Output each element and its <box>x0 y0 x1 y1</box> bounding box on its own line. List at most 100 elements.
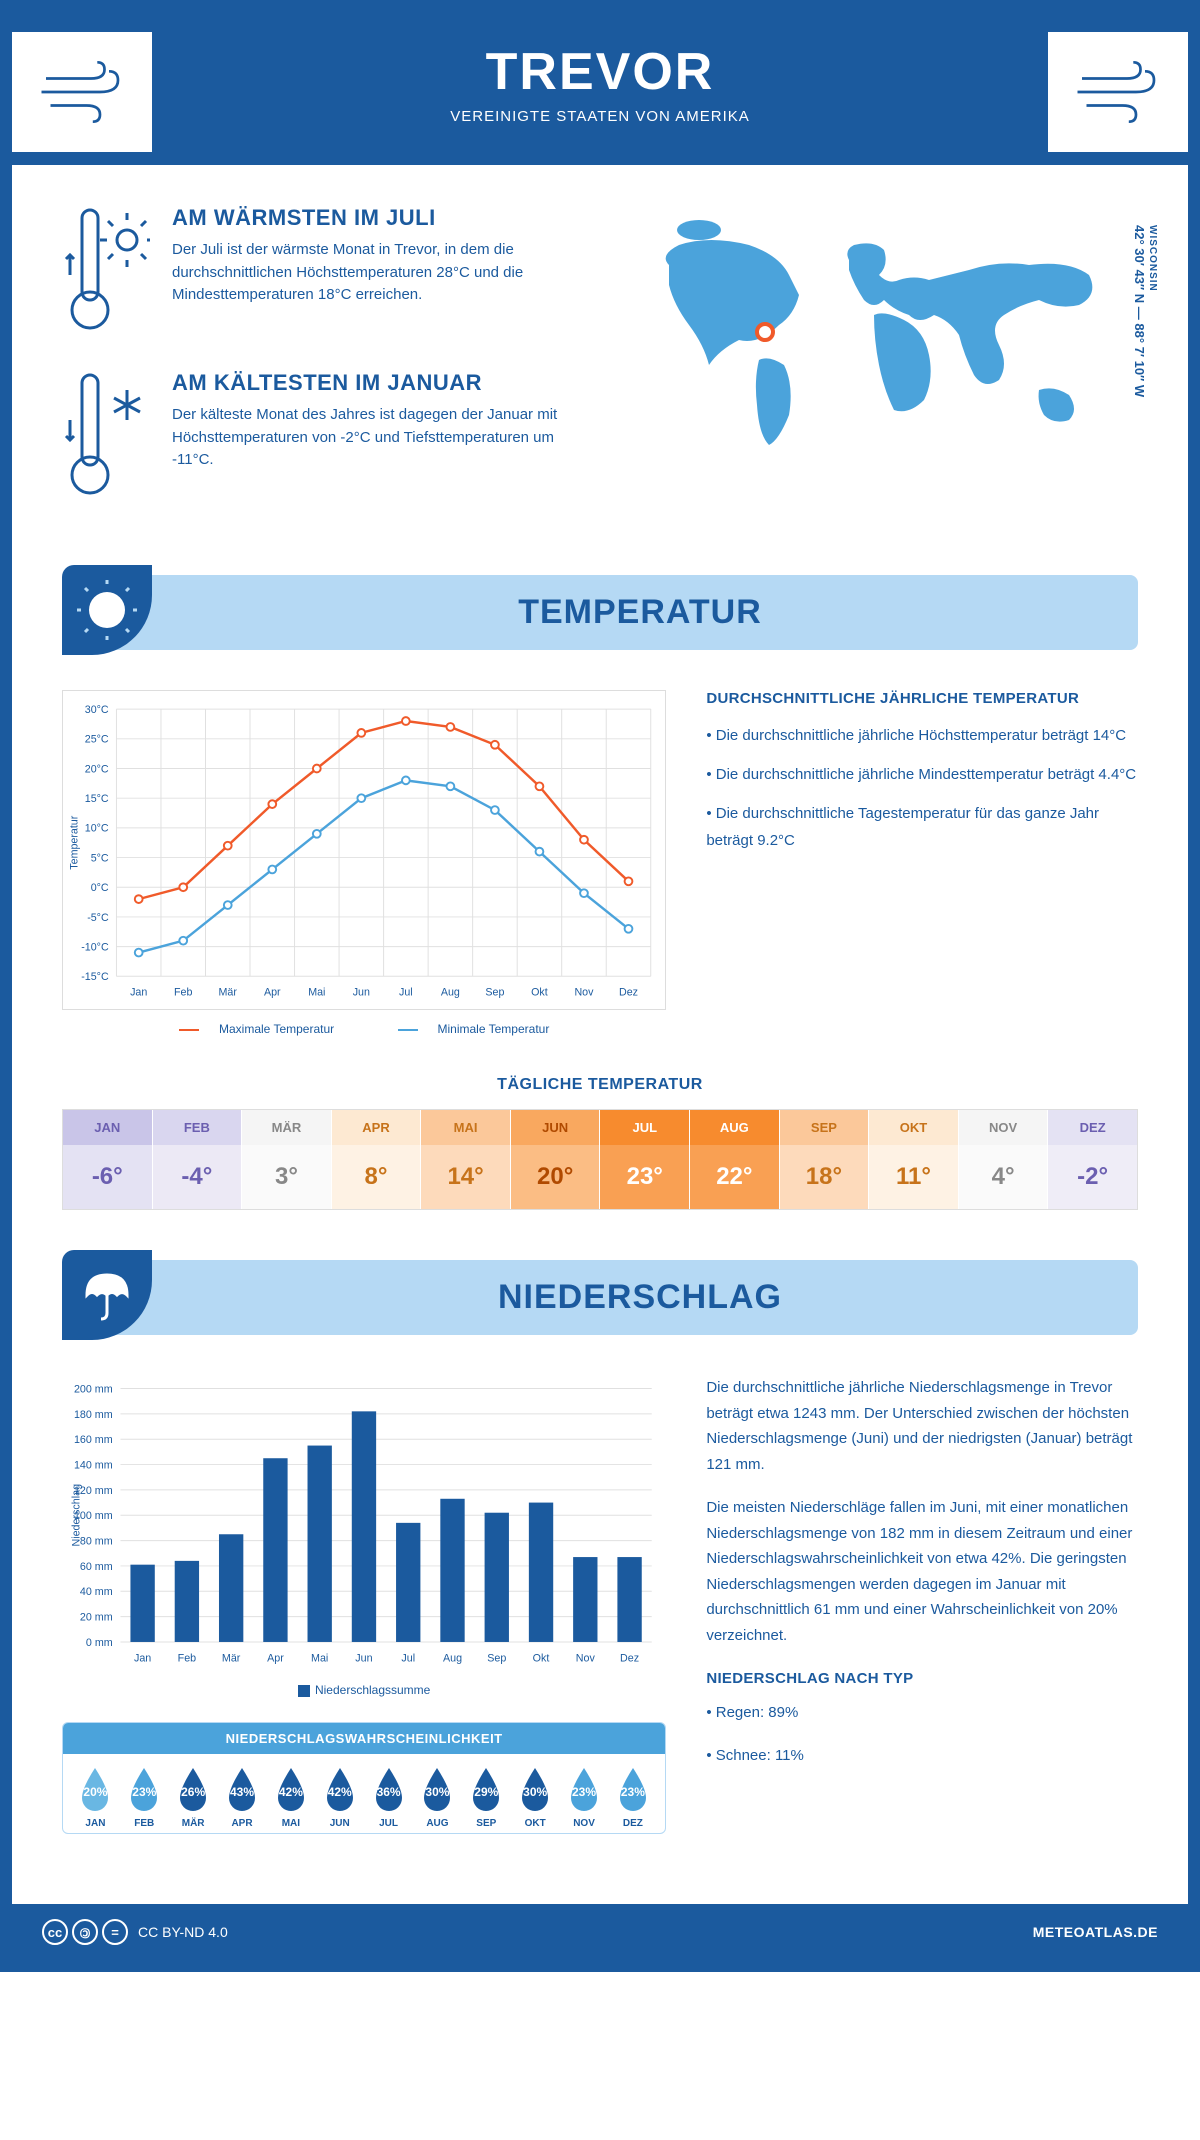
daily-cell: SEP18° <box>780 1110 870 1209</box>
precip-type-line: • Schnee: 11% <box>706 1743 1138 1769</box>
wind-icon <box>12 32 152 152</box>
raindrop-icon: 29% <box>467 1766 505 1814</box>
daily-cell: FEB-4° <box>153 1110 243 1209</box>
precip-heading: NIEDERSCHLAG <box>162 1278 1118 1317</box>
precip-legend: Niederschlagssumme <box>62 1683 666 1697</box>
raindrop-icon: 23% <box>565 1766 603 1814</box>
temp-legend: Maximale Temperatur Minimale Temperatur <box>62 1022 666 1036</box>
precip-para: Die durchschnittliche jährliche Niedersc… <box>706 1375 1138 1477</box>
precip-section-header: NIEDERSCHLAG <box>62 1260 1138 1335</box>
svg-text:Niederschlag: Niederschlag <box>71 1484 83 1547</box>
daily-cell: AUG22° <box>690 1110 780 1209</box>
daily-cell: OKT11° <box>869 1110 959 1209</box>
prob-item: 42%MAI <box>266 1766 315 1829</box>
raindrop-icon: 23% <box>614 1766 652 1814</box>
svg-text:Nov: Nov <box>574 987 594 999</box>
map-pin-icon <box>755 322 775 342</box>
svg-text:Jul: Jul <box>401 1652 415 1664</box>
daily-cell: DEZ-2° <box>1048 1110 1137 1209</box>
svg-text:-15°C: -15°C <box>81 971 109 983</box>
daily-cell: MÄR3° <box>242 1110 332 1209</box>
prob-item: 29%SEP <box>462 1766 511 1829</box>
license-label: CC BY-ND 4.0 <box>138 1924 228 1940</box>
daily-cell: JUN20° <box>511 1110 601 1209</box>
svg-text:Sep: Sep <box>485 987 504 999</box>
svg-text:Jul: Jul <box>399 987 413 999</box>
prob-item: 23%FEB <box>120 1766 169 1829</box>
raindrop-icon: 36% <box>370 1766 408 1814</box>
temp-section-header: TEMPERATUR <box>62 575 1138 650</box>
svg-text:200 mm: 200 mm <box>74 1383 113 1395</box>
sun-icon <box>62 565 152 655</box>
thermometer-hot-icon <box>62 205 152 340</box>
svg-text:160 mm: 160 mm <box>74 1434 113 1446</box>
umbrella-icon <box>62 1250 152 1340</box>
raindrop-icon: 26% <box>174 1766 212 1814</box>
footer: cc🄯= CC BY-ND 4.0 METEOATLAS.DE <box>12 1904 1188 1960</box>
svg-text:Jun: Jun <box>353 987 370 999</box>
raindrop-icon: 30% <box>418 1766 456 1814</box>
prob-item: 42%JUN <box>315 1766 364 1829</box>
raindrop-icon: 30% <box>516 1766 554 1814</box>
coldest-title: AM KÄLTESTEN IM JANUAR <box>172 370 580 396</box>
prob-item: 30%AUG <box>413 1766 462 1829</box>
svg-text:Nov: Nov <box>576 1652 596 1664</box>
svg-text:Jan: Jan <box>134 1652 151 1664</box>
wind-icon <box>1048 32 1188 152</box>
svg-text:Mai: Mai <box>308 987 325 999</box>
svg-text:Mär: Mär <box>222 1652 241 1664</box>
raindrop-icon: 43% <box>223 1766 261 1814</box>
svg-text:Apr: Apr <box>264 987 281 999</box>
raindrop-icon: 23% <box>125 1766 163 1814</box>
temp-info-line: • Die durchschnittliche Tagestemperatur … <box>706 800 1138 854</box>
svg-text:Okt: Okt <box>533 1652 550 1664</box>
coordinates: WISCONSIN 42° 30′ 43″ N — 88° 7′ 10″ W <box>1132 225 1158 397</box>
page-subtitle: VEREINIGTE STAATEN VON AMERIKA <box>32 108 1168 125</box>
svg-text:Mai: Mai <box>311 1652 328 1664</box>
svg-text:25°C: 25°C <box>85 734 109 746</box>
coldest-fact: AM KÄLTESTEN IM JANUAR Der kälteste Mona… <box>62 370 580 505</box>
svg-text:20 mm: 20 mm <box>80 1612 113 1624</box>
svg-text:Jun: Jun <box>355 1652 372 1664</box>
svg-text:Feb: Feb <box>178 1652 197 1664</box>
svg-text:80 mm: 80 mm <box>80 1535 113 1547</box>
svg-text:0°C: 0°C <box>91 882 109 894</box>
warmest-fact: AM WÄRMSTEN IM JULI Der Juli ist der wär… <box>62 205 580 340</box>
temp-info-line: • Die durchschnittliche jährliche Höchst… <box>706 722 1138 749</box>
raindrop-icon: 42% <box>272 1766 310 1814</box>
svg-text:Okt: Okt <box>531 987 548 999</box>
thermometer-cold-icon <box>62 370 152 505</box>
svg-text:Jan: Jan <box>130 987 147 999</box>
prob-item: 26%MÄR <box>169 1766 218 1829</box>
svg-text:5°C: 5°C <box>91 852 109 864</box>
temp-info-title: DURCHSCHNITTLICHE JÄHRLICHE TEMPERATUR <box>706 690 1138 707</box>
svg-text:30°C: 30°C <box>85 704 109 716</box>
daily-cell: APR8° <box>332 1110 422 1209</box>
prob-item: 43%APR <box>218 1766 267 1829</box>
prob-item: 20%JAN <box>71 1766 120 1829</box>
daily-cell: JAN-6° <box>63 1110 153 1209</box>
raindrop-icon: 42% <box>321 1766 359 1814</box>
precip-para: Die meisten Niederschläge fallen im Juni… <box>706 1495 1138 1648</box>
svg-text:140 mm: 140 mm <box>74 1459 113 1471</box>
daily-cell: JUL23° <box>600 1110 690 1209</box>
svg-text:Mär: Mär <box>219 987 238 999</box>
svg-text:15°C: 15°C <box>85 793 109 805</box>
svg-text:Dez: Dez <box>619 987 638 999</box>
coldest-text: Der kälteste Monat des Jahres ist dagege… <box>172 404 580 472</box>
raindrop-icon: 20% <box>76 1766 114 1814</box>
page-title: TREVOR <box>32 42 1168 102</box>
prob-item: 36%JUL <box>364 1766 413 1829</box>
precip-probability-box: NIEDERSCHLAGSWAHRSCHEINLICHKEIT 20%JAN23… <box>62 1722 666 1834</box>
precip-type-title: NIEDERSCHLAG NACH TYP <box>706 1666 1138 1692</box>
page: TREVOR VEREINIGTE STAATEN VON AMERIKA AM… <box>0 0 1200 1972</box>
prob-item: 30%OKT <box>511 1766 560 1829</box>
svg-text:Feb: Feb <box>174 987 192 999</box>
prob-title: NIEDERSCHLAGSWAHRSCHEINLICHKEIT <box>63 1723 665 1754</box>
svg-text:60 mm: 60 mm <box>80 1561 113 1573</box>
warmest-title: AM WÄRMSTEN IM JULI <box>172 205 580 231</box>
svg-text:0 mm: 0 mm <box>86 1637 113 1649</box>
header: TREVOR VEREINIGTE STAATEN VON AMERIKA <box>12 12 1188 165</box>
daily-temp-table: JAN-6°FEB-4°MÄR3°APR8°MAI14°JUN20°JUL23°… <box>62 1109 1138 1210</box>
svg-text:40 mm: 40 mm <box>80 1586 113 1598</box>
